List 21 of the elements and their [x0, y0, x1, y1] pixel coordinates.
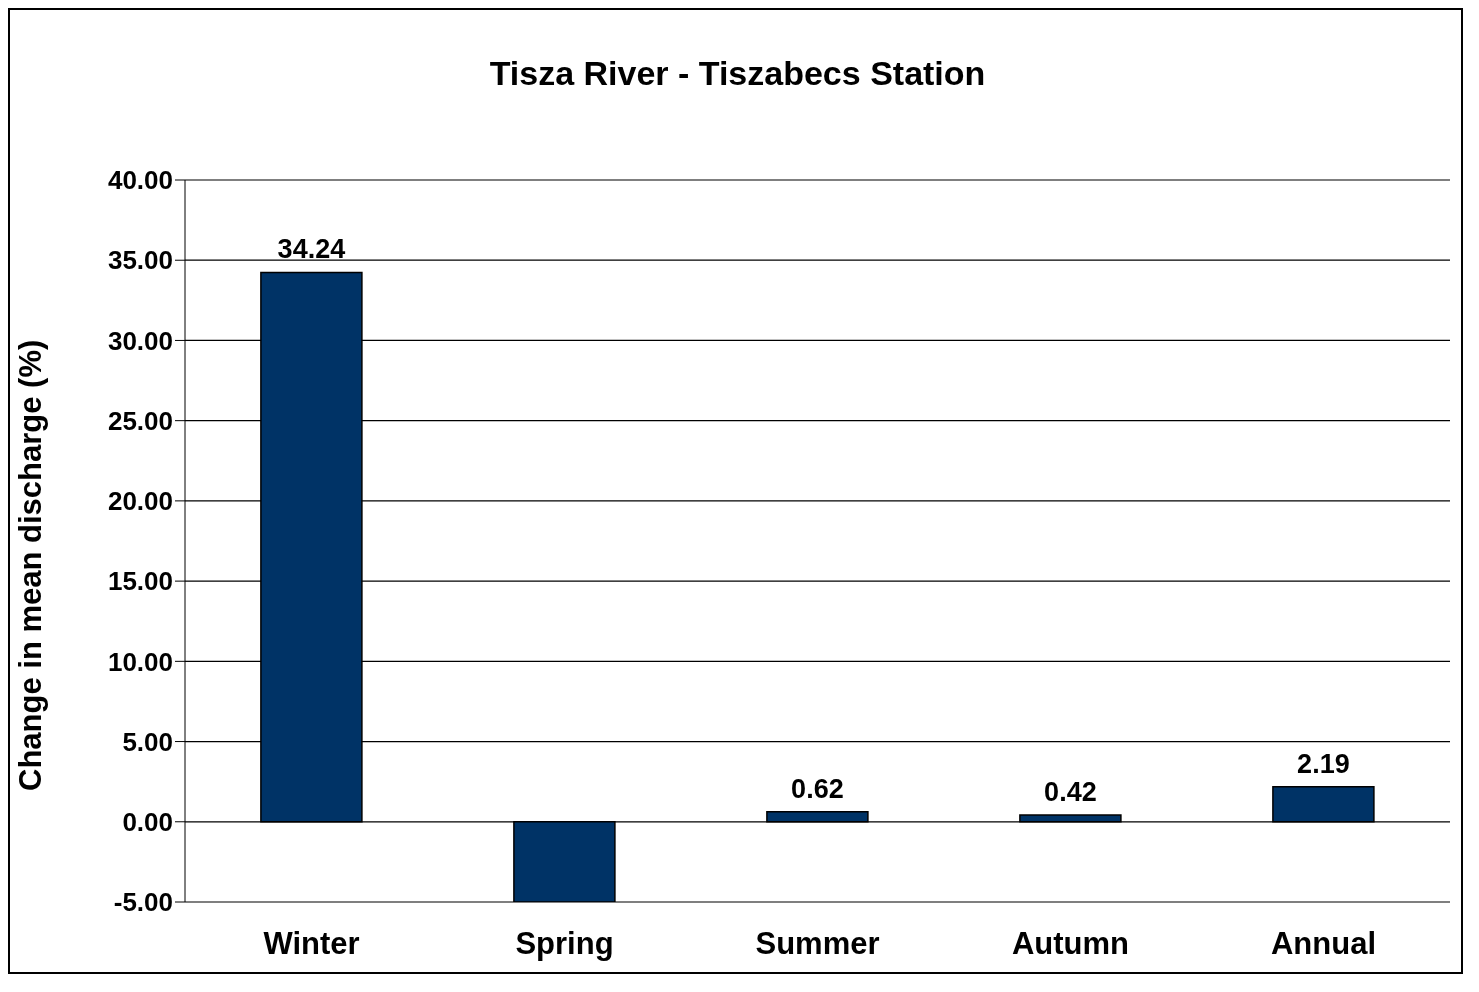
x-tick-label: Winter: [263, 926, 360, 962]
data-label: 34.24: [277, 234, 346, 265]
x-tick-label: Autumn: [1011, 926, 1130, 962]
x-tick-label: Annual: [1270, 926, 1377, 962]
y-tick-label: 40.00: [107, 165, 173, 196]
y-tick-label: 15.00: [107, 566, 173, 597]
y-tick-label: 5.00: [122, 726, 173, 757]
y-tick-label: 0.00: [122, 807, 173, 838]
y-axis-title: Change in mean discharge (%): [13, 339, 49, 791]
y-tick-label: 20.00: [107, 486, 173, 517]
y-tick-label: 10.00: [107, 646, 173, 677]
data-label: 0.62: [791, 773, 844, 804]
y-tick-label: -5.00: [113, 887, 173, 918]
y-tick-label: 30.00: [107, 325, 173, 356]
y-tick-label: 35.00: [107, 245, 173, 276]
chart-title: Tisza River - Tiszabecs Station: [488, 54, 987, 93]
x-tick-label: Summer: [755, 926, 880, 962]
data-label: 0.42: [1044, 777, 1097, 808]
y-tick-label: 25.00: [107, 405, 173, 436]
data-label: 2.19: [1297, 748, 1350, 779]
x-tick-label: Spring: [515, 926, 614, 962]
